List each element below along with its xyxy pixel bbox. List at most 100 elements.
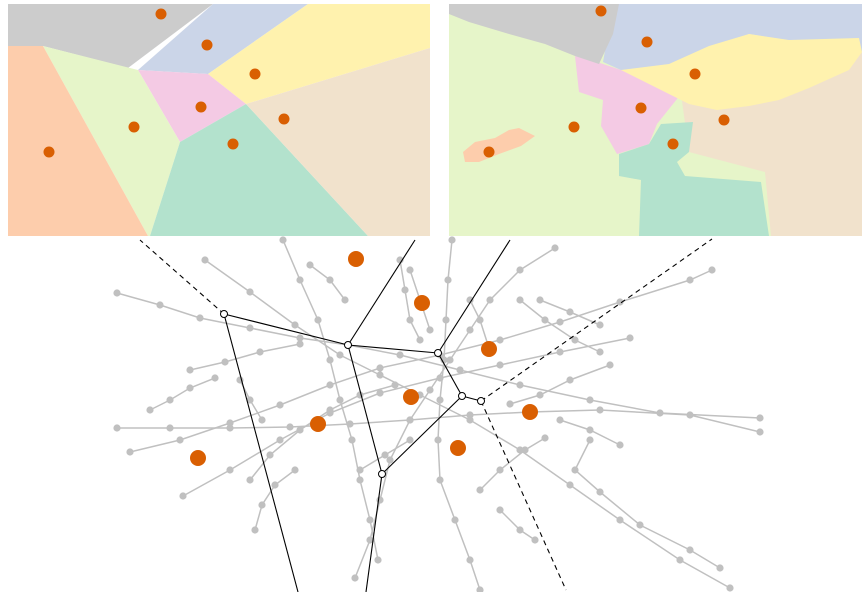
road-node <box>556 416 564 424</box>
region-pink <box>138 70 246 142</box>
road-node <box>516 526 524 534</box>
road-segment-11 <box>254 469 296 531</box>
road-node <box>448 236 456 244</box>
road-node <box>541 316 549 324</box>
road-node <box>708 266 716 274</box>
road-node <box>351 574 359 582</box>
site-marker-3 <box>481 341 497 357</box>
voronoi-boundary-4 <box>347 239 416 346</box>
road-node <box>596 348 604 356</box>
site-marker-4 <box>403 389 419 405</box>
road-node <box>391 381 399 389</box>
road-node <box>516 296 524 304</box>
voronoi-vertex-1 <box>220 310 228 318</box>
road-node <box>626 334 634 342</box>
region-lightgreen <box>43 46 180 236</box>
region-teal <box>619 122 769 236</box>
road-node <box>291 321 299 329</box>
road-node <box>186 366 194 374</box>
road-node <box>201 256 209 264</box>
site-marker-2 <box>414 295 430 311</box>
voronoi-boundaries <box>139 238 713 592</box>
road-node <box>436 476 444 484</box>
road-node <box>456 366 464 374</box>
site-marker-7 <box>667 138 679 150</box>
site-marker-6 <box>310 416 326 432</box>
road-node <box>686 276 694 284</box>
road-node <box>551 244 559 252</box>
voronoi-boundary-3 <box>347 344 383 475</box>
road-node <box>451 516 459 524</box>
road-node <box>396 351 404 359</box>
road-node <box>606 361 614 369</box>
road-node <box>541 434 549 442</box>
road-node <box>314 316 322 324</box>
road-node <box>179 492 187 500</box>
road-node <box>376 364 384 372</box>
road-segment-8 <box>437 239 481 591</box>
road-node <box>306 261 314 269</box>
road-node <box>406 266 414 274</box>
road-node <box>571 466 579 474</box>
road-node <box>616 441 624 449</box>
road-node <box>326 356 334 364</box>
voronoi-vertex-5 <box>477 397 485 405</box>
road-node <box>756 414 764 422</box>
site-marker-8 <box>190 450 206 466</box>
voronoi-vertex-2 <box>344 341 352 349</box>
voronoi-vertices <box>220 310 485 478</box>
site-marker-1 <box>155 8 167 20</box>
road-segment-6 <box>204 259 731 589</box>
road-node <box>246 396 254 404</box>
voronoi-boundary-9 <box>223 313 299 592</box>
site-markers <box>483 5 730 158</box>
road-node <box>496 506 504 514</box>
road-node <box>516 266 524 274</box>
road-segment-4 <box>129 269 713 453</box>
road-node <box>686 411 694 419</box>
road-node <box>381 451 389 459</box>
road-node <box>126 448 134 456</box>
road-node <box>726 584 734 592</box>
road-node <box>486 296 494 304</box>
road-node <box>521 446 529 454</box>
voronoi-boundary-1 <box>223 313 349 346</box>
region-grey <box>449 4 619 64</box>
road-node <box>496 361 504 369</box>
voronoi-boundary-10 <box>365 473 383 592</box>
road-node <box>516 381 524 389</box>
road-node <box>396 256 404 264</box>
network-voronoi-panel <box>449 4 862 236</box>
road-node <box>258 501 266 509</box>
site-markers <box>190 251 538 466</box>
voronoi-boundary-8 <box>381 395 463 475</box>
road-segment-14 <box>189 343 301 371</box>
region-teal <box>150 104 368 236</box>
voronoi-boundary-6 <box>437 352 463 397</box>
road-node <box>296 340 304 348</box>
site-marker-5 <box>718 114 730 126</box>
road-node <box>376 389 384 397</box>
road-node <box>226 466 234 474</box>
road-node <box>336 351 344 359</box>
road-node <box>426 386 434 394</box>
road-node <box>686 546 694 554</box>
road-node <box>596 321 604 329</box>
site-marker-8 <box>483 146 495 158</box>
road-node <box>401 286 409 294</box>
road-edges <box>116 239 761 591</box>
road-node <box>406 436 414 444</box>
road-node <box>291 466 299 474</box>
road-segment-1 <box>116 292 349 346</box>
road-node <box>476 486 484 494</box>
road-node <box>246 288 254 296</box>
road-node <box>356 466 364 474</box>
road-node <box>211 374 219 382</box>
region-yellow <box>621 34 862 110</box>
road-segment-26 <box>149 377 216 411</box>
road-node <box>196 314 204 322</box>
road-node <box>376 371 384 379</box>
road-node <box>496 466 504 474</box>
site-marker-1 <box>348 251 364 267</box>
road-node <box>676 556 684 564</box>
